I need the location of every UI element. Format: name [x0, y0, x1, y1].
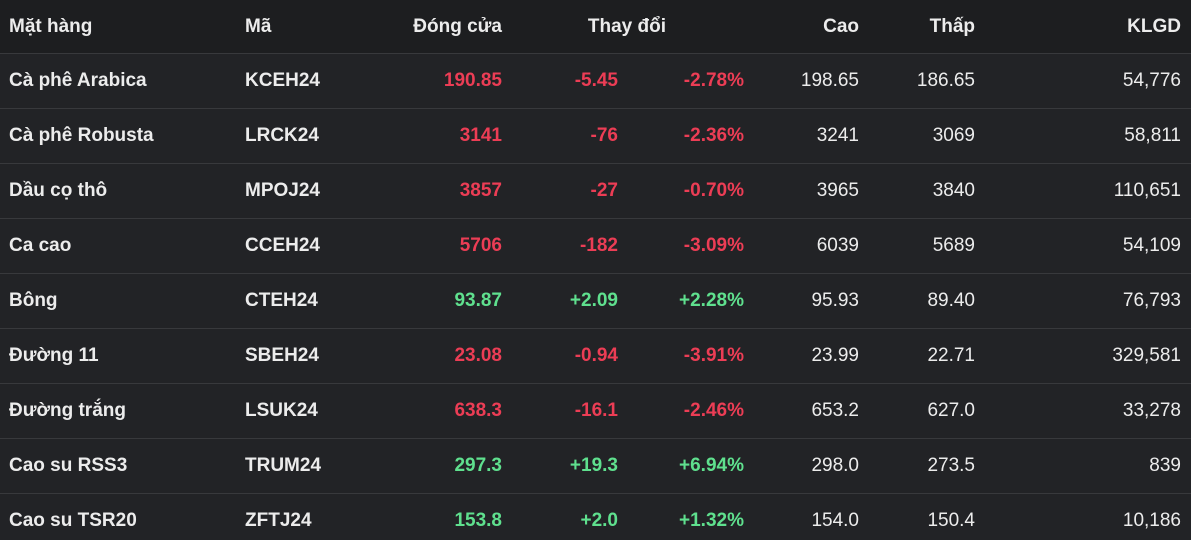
cell: MPOJ24 [245, 180, 320, 201]
cell: 627.0 [927, 400, 975, 421]
table-row: Cao su RSS3 TRUM24 297.3 +19.3 +6.94% 298.0 27… [0, 439, 1191, 494]
cell: 186.65 [916, 70, 975, 91]
cell: 3965 [816, 180, 859, 201]
cell: Thấp [929, 15, 975, 37]
cell: 3069 [932, 125, 975, 146]
cell: +2.28% [679, 290, 744, 311]
cell: 3857 [459, 180, 502, 201]
cell: 273.5 [927, 455, 975, 476]
cell: 76,793 [1122, 290, 1181, 311]
cell: Cà phê Robusta [9, 125, 154, 146]
cell: 839 [1149, 455, 1181, 476]
cell: KCEH24 [245, 70, 320, 91]
cell: 653.2 [811, 400, 859, 421]
cell: 297.3 [454, 455, 502, 476]
cell: -2.46% [683, 400, 744, 421]
cell: +1.32% [679, 510, 744, 531]
cell: Bông [9, 290, 58, 311]
cell: -0.94 [574, 345, 618, 366]
cell: +2.0 [580, 510, 618, 531]
cell: 150.4 [927, 510, 975, 531]
cell: Cao su RSS3 [9, 455, 128, 476]
cell: CTEH24 [245, 290, 318, 311]
cell: 190.85 [443, 70, 502, 91]
cell: 5706 [459, 235, 502, 256]
cell: -2.78% [683, 70, 744, 91]
cell: 93.87 [454, 290, 502, 311]
cell: LRCK24 [245, 125, 319, 146]
cell: 154.0 [811, 510, 859, 531]
cell: Thay đổi [587, 15, 666, 37]
cell: 3141 [459, 125, 502, 146]
cell: CCEH24 [245, 235, 320, 256]
cell: -2.36% [683, 125, 744, 146]
table-row: Dầu cọ thô MPOJ24 3857 -27 -0.70% 3965 3840 110… [0, 164, 1191, 219]
cell: 23.08 [454, 345, 502, 366]
cell: 153.8 [454, 510, 502, 531]
cell: Cà phê Arabica [9, 70, 147, 91]
table-row: Cà phê Robusta LRCK24 3141 -76 -2.36% 3241 306… [0, 109, 1191, 164]
table-row: Cà phê Arabica KCEH24 190.85 -5.45 -2.78% 198… [0, 54, 1191, 109]
cell: 22.71 [927, 345, 975, 366]
cell: 58,811 [1124, 125, 1181, 146]
cell: 54,109 [1122, 235, 1181, 256]
cell: -3.91% [683, 345, 744, 366]
cell: 110,651 [1113, 180, 1181, 201]
table-row: Đường trắng LSUK24 638.3 -16.1 -2.46% 653.2 62… [0, 384, 1191, 439]
cell: Cao su TSR20 [9, 510, 137, 531]
cell: +19.3 [569, 455, 618, 476]
cell: 95.93 [811, 290, 859, 311]
cell: 54,776 [1122, 70, 1181, 91]
cell: 3241 [816, 125, 859, 146]
cell: Cao [823, 15, 859, 37]
table-row: Ca cao CCEH24 5706 -182 -3.09% 6039 5689 54,109 [0, 219, 1191, 274]
header-row: Mặt hàng Mã Đóng cửa Thay đổi Cao Thấp KLGD [0, 0, 1191, 54]
cell: 5689 [932, 235, 975, 256]
cell: 638.3 [454, 400, 502, 421]
cell: LSUK24 [245, 400, 318, 421]
cell: Mã [245, 15, 272, 37]
table-row: Bông CTEH24 93.87 +2.09 +2.28% 95.93 89.40 76,7… [0, 274, 1191, 329]
cell: SBEH24 [245, 345, 319, 366]
table-row: Cao su TSR20 ZFTJ24 153.8 +2.0 +1.32% 154.0 15… [0, 494, 1191, 540]
cell: 23.99 [811, 345, 859, 366]
cell: -182 [579, 235, 618, 256]
cell: -0.70% [683, 180, 744, 201]
cell: +2.09 [569, 290, 618, 311]
cell: -27 [590, 180, 618, 201]
cell: 198.65 [800, 70, 859, 91]
cell: 329,581 [1112, 345, 1181, 366]
cell: 33,278 [1122, 400, 1181, 421]
cell: 3840 [932, 180, 975, 201]
cell: -5.45 [574, 70, 618, 91]
cell: TRUM24 [245, 455, 322, 476]
cell: 298.0 [811, 455, 859, 476]
cell: ZFTJ24 [245, 510, 312, 531]
cell: -3.09% [683, 235, 744, 256]
cell: Đường trắng [9, 400, 126, 421]
cell: 6039 [816, 235, 859, 256]
cell: Ca cao [9, 235, 72, 256]
cell: -76 [590, 125, 618, 146]
cell: 89.40 [927, 290, 975, 311]
cell: KLGD [1127, 15, 1181, 37]
table-row: Đường 11 SBEH24 23.08 -0.94 -3.91% 23.99 22.71… [0, 329, 1191, 384]
cell: +6.94% [679, 455, 744, 476]
cell: 10,186 [1122, 510, 1181, 531]
cell: Mặt hàng [9, 15, 93, 37]
cell: Đường 11 [9, 345, 99, 366]
cell: Đóng cửa [413, 15, 502, 37]
cell: -16.1 [574, 400, 618, 421]
cell: Dầu cọ thô [9, 180, 108, 201]
